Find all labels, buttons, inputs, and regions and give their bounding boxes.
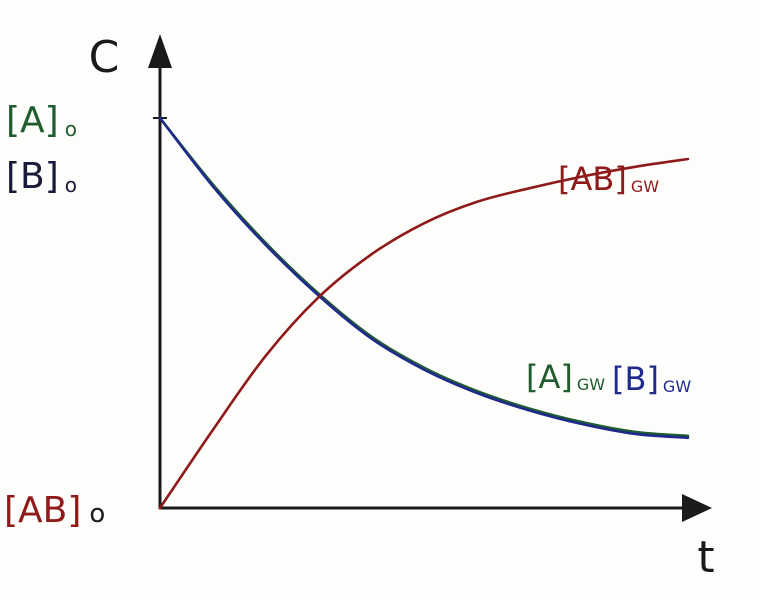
axes xyxy=(148,34,712,522)
y-tick-labels: [A] o [B] o [AB] o xyxy=(4,100,105,531)
x-axis-label: t xyxy=(697,532,714,583)
ab-gw-line xyxy=(158,157,690,510)
b0-tick-label-main: [B] xyxy=(6,156,59,197)
b-series-label-sub: GW xyxy=(663,377,691,396)
ab-series-label: [AB] GW xyxy=(558,160,659,198)
ab-series-label-sub: GW xyxy=(631,177,659,196)
x-axis-arrowhead xyxy=(682,494,712,522)
a0-tick-label: [A] o xyxy=(6,100,77,141)
b-series-label: [B] GW xyxy=(612,360,691,398)
ab0-tick-label-main: [AB] xyxy=(4,490,81,531)
series-labels: [AB] GW [A] GW [B] GW xyxy=(526,160,691,398)
a-gw-line xyxy=(158,116,690,438)
y-axis-label: C xyxy=(89,32,120,83)
a-series-label: [A] GW xyxy=(526,358,605,396)
b-gw-line xyxy=(158,116,690,440)
b0-tick-label-sub: o xyxy=(65,173,77,197)
b-series-label-main: [B] xyxy=(612,360,659,398)
series-layer xyxy=(158,116,690,510)
y-axis-arrowhead xyxy=(148,34,172,68)
ab0-tick-label-sub: o xyxy=(89,499,105,529)
a0-tick-label-sub: o xyxy=(65,117,77,141)
a0-tick-label-main: [A] xyxy=(6,100,59,141)
ab0-tick-label: [AB] o xyxy=(4,490,105,531)
ab-series-label-main: [AB] xyxy=(558,160,627,198)
a-series-label-main: [A] xyxy=(526,358,573,396)
a-series-label-sub: GW xyxy=(577,375,605,394)
b0-tick-label: [B] o xyxy=(6,156,77,197)
